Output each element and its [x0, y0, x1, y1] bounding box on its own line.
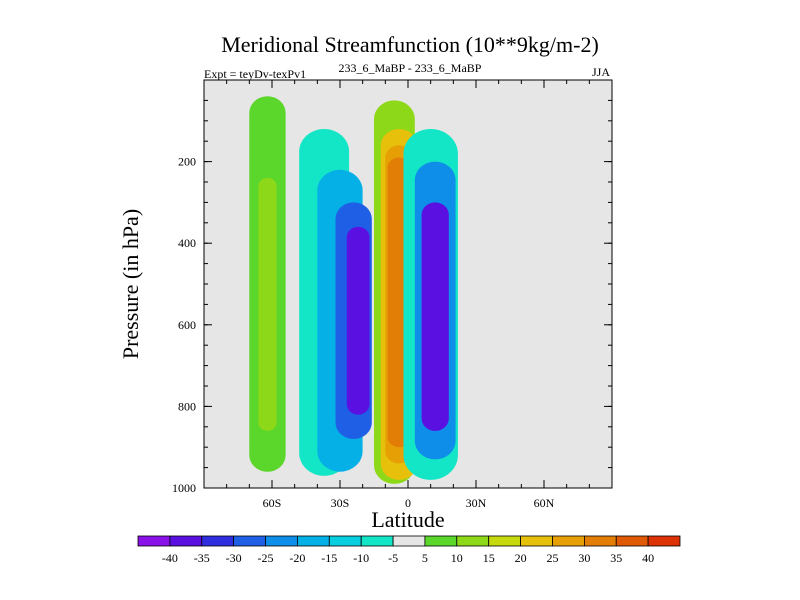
colorbar-swatch: [169, 535, 203, 547]
y-axis-label: Pressure (in hPa): [118, 209, 143, 359]
x-tick-label: 30S: [331, 496, 350, 510]
contour-cell-12: [421, 202, 449, 431]
colorbar-swatch: [233, 535, 266, 547]
colorbar-swatch: [296, 535, 330, 547]
colorbar-label: -40: [162, 551, 178, 565]
colorbar-label: -15: [321, 551, 337, 565]
colorbar: -40 -35 -30 -25 -20 -15 -10 -5 5 10 15 20 25 30 35 40: [137, 535, 681, 565]
colorbar-swatch: [328, 535, 362, 547]
x-axis-label: Latitude: [371, 507, 444, 532]
colorbar-label: -35: [194, 551, 210, 565]
chart-title: Meridional Streamfunction (10**9kg/m-2): [221, 32, 599, 57]
x-axis-ticks: 60S 30S 0 30N 60N: [203, 80, 613, 510]
colorbar-swatch: [360, 535, 394, 547]
colorbar-swatch: [647, 535, 681, 547]
colorbar-swatch: [520, 535, 553, 547]
colorbar-swatch: [584, 535, 617, 547]
colorbar-label: -30: [226, 551, 242, 565]
chart-subtitle-center: 233_6_MaBP - 233_6_MaBP: [339, 61, 482, 75]
colorbar-swatch: [392, 535, 426, 547]
colorbar-swatch: [552, 535, 585, 547]
contour-cell-1: [258, 177, 277, 431]
colorbar-label: 10: [451, 551, 463, 565]
y-axis-ticks: 200 400 600 800 1000: [172, 99, 612, 495]
chart-subtitle-right: JJA: [592, 65, 610, 79]
colorbar-swatch: [424, 535, 458, 547]
colorbar-label: -20: [289, 551, 305, 565]
contour-fill-group: [249, 96, 458, 484]
colorbar-swatch: [201, 535, 235, 547]
y-tick-label: 200: [178, 155, 196, 169]
colorbar-label: 25: [547, 551, 559, 565]
colorbar-swatch: [456, 535, 490, 547]
y-tick-label: 400: [178, 236, 196, 250]
colorbar-label: -10: [353, 551, 369, 565]
colorbar-label: -25: [258, 551, 274, 565]
colorbar-label: 15: [483, 551, 495, 565]
y-tick-label: 1000: [172, 481, 196, 495]
y-tick-label: 600: [178, 318, 196, 332]
x-tick-label: 30N: [466, 496, 487, 510]
colorbar-label: 30: [578, 551, 590, 565]
colorbar-swatch: [137, 535, 171, 547]
colorbar-label: 20: [515, 551, 527, 565]
x-tick-label: 60S: [263, 496, 282, 510]
colorbar-swatch: [488, 535, 522, 547]
x-tick-label: 60N: [534, 496, 555, 510]
y-tick-label: 800: [178, 399, 196, 413]
x-tick-label: 0: [405, 496, 411, 510]
colorbar-swatch: [615, 535, 649, 547]
colorbar-label: 35: [610, 551, 622, 565]
colorbar-label: 40: [642, 551, 654, 565]
colorbar-label: -5: [388, 551, 398, 565]
colorbar-label: 5: [422, 551, 428, 565]
chart-subtitle-left: Expt = teyDv-texPv1: [204, 67, 306, 81]
contour-cell-5: [346, 226, 370, 415]
colorbar-swatch: [265, 535, 298, 547]
